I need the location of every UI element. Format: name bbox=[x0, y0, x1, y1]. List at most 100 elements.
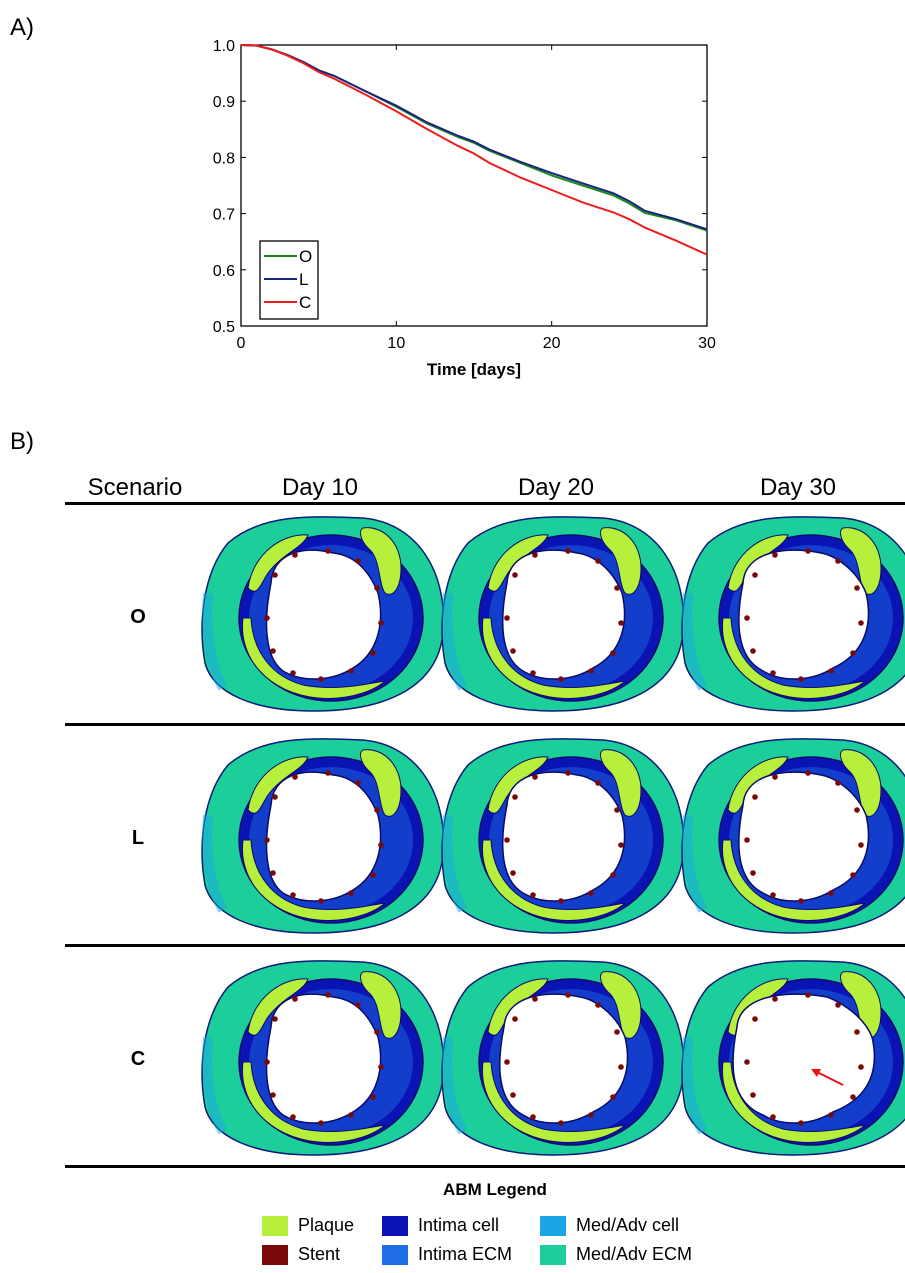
stent-strut bbox=[854, 1029, 860, 1035]
vessel-lumen bbox=[499, 993, 629, 1124]
medadv-cell-region bbox=[202, 592, 228, 691]
panel-b-label: B) bbox=[10, 428, 34, 455]
stent-strut bbox=[504, 615, 510, 621]
stent-strut bbox=[510, 1092, 516, 1098]
legend-label-o: O bbox=[299, 247, 312, 266]
stent-strut bbox=[532, 552, 538, 558]
plaque-bottom bbox=[241, 839, 387, 921]
stent-strut bbox=[610, 650, 616, 656]
plaque-bottom bbox=[481, 617, 627, 699]
legend-item-medadv-ecm: Med/Adv ECM bbox=[540, 1244, 692, 1265]
stent-strut bbox=[770, 670, 776, 676]
stent-strut bbox=[292, 774, 298, 780]
stent-strut bbox=[512, 1016, 518, 1022]
plaque-bottom bbox=[241, 1061, 387, 1143]
row-label-c: C bbox=[130, 1048, 146, 1070]
y-tick-label: 1.0 bbox=[213, 38, 235, 55]
stent-strut bbox=[750, 648, 756, 654]
plaque-upper-right bbox=[600, 749, 642, 817]
stent-strut bbox=[614, 1029, 620, 1035]
stent-strut bbox=[772, 996, 778, 1002]
plaque-bottom bbox=[721, 1061, 867, 1143]
stent-strut bbox=[744, 837, 750, 843]
stent-strut bbox=[355, 558, 361, 564]
stent-strut bbox=[512, 572, 518, 578]
plaque-upper-left bbox=[247, 978, 309, 1036]
vessel-cross-section bbox=[681, 960, 905, 1156]
x-tick-label: 20 bbox=[543, 335, 561, 352]
plaque-upper-left bbox=[727, 756, 789, 814]
vessel-lumen bbox=[265, 993, 382, 1124]
stent-strut bbox=[744, 1059, 750, 1065]
stent-strut bbox=[504, 1059, 510, 1065]
stent-strut bbox=[750, 1092, 756, 1098]
stent-strut bbox=[325, 992, 331, 998]
vessel-lumen bbox=[501, 771, 626, 902]
stent-strut bbox=[614, 585, 620, 591]
vessel-o-day-20 bbox=[438, 513, 688, 718]
stent-strut bbox=[374, 585, 380, 591]
stent-strut bbox=[348, 1112, 354, 1118]
stent-strut bbox=[618, 1064, 624, 1070]
header-day-10: Day 10 bbox=[281, 474, 359, 501]
stent-strut bbox=[530, 670, 536, 676]
stent-strut bbox=[264, 837, 270, 843]
stent-strut bbox=[752, 572, 758, 578]
stent-strut bbox=[270, 648, 276, 654]
stent-strut bbox=[370, 1094, 376, 1100]
stent-strut bbox=[835, 558, 841, 564]
stent-strut bbox=[565, 548, 571, 554]
vessel-cross-section bbox=[441, 960, 685, 1156]
stent-strut bbox=[325, 770, 331, 776]
row-label-l: L bbox=[131, 827, 145, 849]
stent-strut bbox=[325, 548, 331, 554]
stent-strut bbox=[854, 807, 860, 813]
vessel-lumen bbox=[738, 771, 870, 902]
legend-swatch-intima-cell bbox=[382, 1215, 408, 1236]
stent-strut bbox=[290, 892, 296, 898]
stent-strut bbox=[264, 615, 270, 621]
legend-item-medadv-cell: Med/Adv cell bbox=[540, 1215, 679, 1236]
plaque-upper-left bbox=[487, 978, 549, 1036]
legend-label-l: L bbox=[299, 270, 308, 289]
stent-strut bbox=[565, 992, 571, 998]
plot-area bbox=[240, 44, 708, 327]
stent-strut bbox=[805, 770, 811, 776]
y-tick-label: 0.5 bbox=[213, 319, 235, 336]
vessel-lumen bbox=[501, 549, 626, 680]
stent-strut bbox=[850, 872, 856, 878]
stent-strut bbox=[355, 780, 361, 786]
divider-2 bbox=[65, 944, 905, 947]
legend-label-c: C bbox=[299, 293, 311, 312]
vessel-lumen bbox=[738, 549, 870, 680]
stent-strut bbox=[348, 668, 354, 674]
stent-strut bbox=[348, 890, 354, 896]
stent-strut bbox=[858, 842, 864, 848]
stent-strut bbox=[374, 807, 380, 813]
stent-strut bbox=[318, 1120, 324, 1126]
panel-a-label: A) bbox=[10, 14, 34, 41]
vessel-cross-section bbox=[201, 738, 445, 934]
stent-strut bbox=[290, 1114, 296, 1120]
plaque-upper-right bbox=[600, 527, 642, 595]
stent-strut bbox=[835, 780, 841, 786]
stent-strut bbox=[512, 794, 518, 800]
stent-strut bbox=[530, 892, 536, 898]
stent-strut bbox=[270, 1092, 276, 1098]
stent-strut bbox=[292, 552, 298, 558]
medadv-cell-region bbox=[682, 592, 708, 691]
stent-strut bbox=[772, 774, 778, 780]
stent-strut bbox=[532, 996, 538, 1002]
stent-strut bbox=[595, 558, 601, 564]
stent-strut bbox=[565, 770, 571, 776]
vessel-lumen bbox=[732, 993, 876, 1124]
stent-strut bbox=[318, 676, 324, 682]
stent-strut bbox=[588, 890, 594, 896]
y-tick-label: 0.8 bbox=[213, 150, 235, 167]
stent-strut bbox=[828, 1112, 834, 1118]
stent-strut bbox=[752, 794, 758, 800]
stent-strut bbox=[858, 620, 864, 626]
stent-strut bbox=[290, 670, 296, 676]
stent-strut bbox=[292, 996, 298, 1002]
stent-strut bbox=[272, 1016, 278, 1022]
